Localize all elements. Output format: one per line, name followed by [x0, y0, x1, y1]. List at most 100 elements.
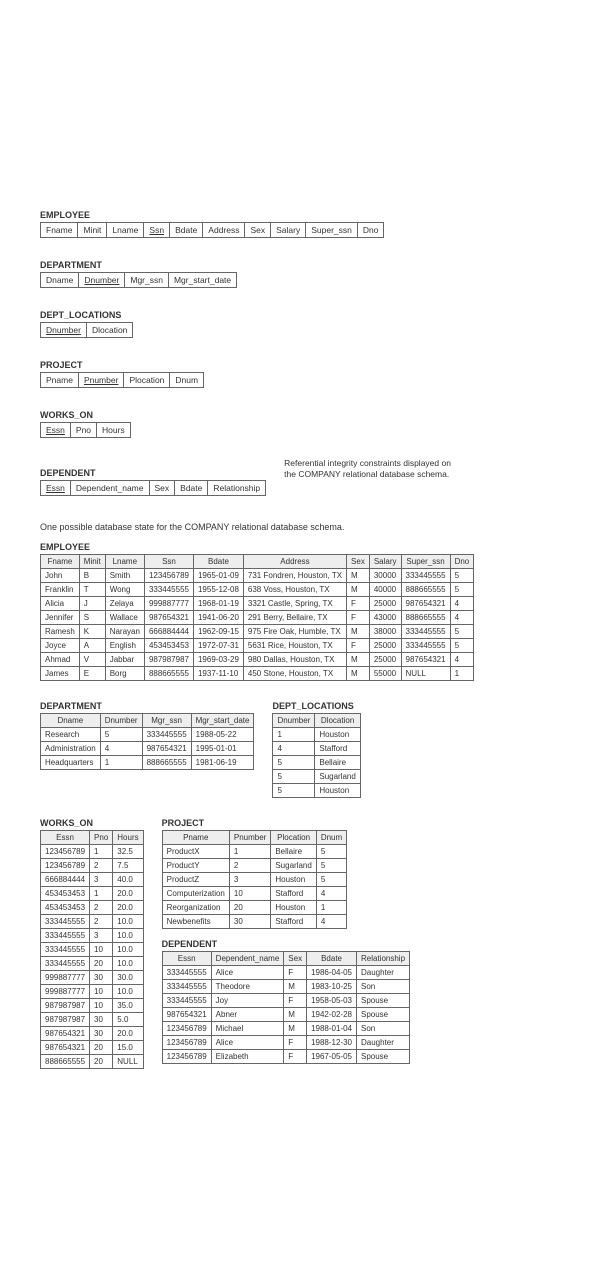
- table-row: 123456789132.5: [41, 845, 144, 859]
- data-title: PROJECT: [162, 818, 410, 828]
- col-header: Fname: [41, 555, 80, 569]
- schema-table: EssnPnoHours: [40, 422, 131, 438]
- arrow-marks: [40, 442, 551, 450]
- cell: 987987987: [144, 653, 193, 667]
- schema-col: Bdate: [175, 481, 208, 496]
- schema-title: DEPARTMENT: [40, 260, 551, 270]
- cell: Stafford: [271, 915, 316, 929]
- cell: 4: [316, 887, 346, 901]
- cell: 4: [450, 611, 474, 625]
- state-caption: One possible database state for the COMP…: [40, 522, 551, 532]
- cell: 333445555: [41, 943, 90, 957]
- table-row: 4Stafford: [273, 742, 360, 756]
- cell: 1988-01-04: [307, 1022, 357, 1036]
- table-row: ProductX1Bellaire5: [162, 845, 347, 859]
- schema-col: Plocation: [124, 373, 170, 388]
- cell: 20: [90, 957, 113, 971]
- cell: 20: [90, 1041, 113, 1055]
- schema-col: Minit: [78, 223, 107, 238]
- cell: Alicia: [41, 597, 80, 611]
- cell: 5: [450, 583, 474, 597]
- cell: 453453453: [144, 639, 193, 653]
- cell: 5: [273, 784, 315, 798]
- table-row: 333445555JoyF1958-05-03Spouse: [162, 994, 409, 1008]
- cell: 731 Fondren, Houston, TX: [243, 569, 346, 583]
- cell: F: [347, 597, 370, 611]
- cell: Headquarters: [41, 756, 101, 770]
- cell: 25000: [369, 597, 401, 611]
- cell: ProductX: [162, 845, 229, 859]
- schema-col: Mgr_ssn: [125, 273, 169, 288]
- table-row: 9876543213020.0: [41, 1027, 144, 1041]
- col-header: Relationship: [357, 952, 410, 966]
- cell: 20.0: [113, 1027, 143, 1041]
- cell: Stafford: [315, 742, 360, 756]
- table-row: 987654321AbnerM1942-02-28Spouse: [162, 1008, 409, 1022]
- table-row: 333445555TheodoreM1983-10-25Son: [162, 980, 409, 994]
- cell: Houston: [271, 901, 316, 915]
- data-table: EssnDependent_nameSexBdateRelationship33…: [162, 951, 410, 1064]
- data-title: DEPENDENT: [162, 939, 410, 949]
- cell: 123456789: [162, 1050, 211, 1064]
- data-table: DnumberDlocation1Houston4Stafford5Bellai…: [272, 713, 360, 798]
- data-block: DEPARTMENTDnameDnumberMgr_ssnMgr_start_d…: [40, 701, 254, 770]
- col-header: Dname: [41, 714, 101, 728]
- col-header: Minit: [79, 555, 105, 569]
- cell: F: [284, 1050, 307, 1064]
- cell: Narayan: [105, 625, 144, 639]
- cell: A: [79, 639, 105, 653]
- cell: 30: [229, 915, 270, 929]
- cell: 5: [450, 625, 474, 639]
- schema-col: Hours: [97, 423, 131, 438]
- cell: M: [347, 653, 370, 667]
- table-row: 3334455552010.0: [41, 957, 144, 971]
- cell: 666884444: [41, 873, 90, 887]
- schema-col: Sex: [245, 223, 271, 238]
- cell: James: [41, 667, 80, 681]
- table-row: Newbenefits30Stafford4: [162, 915, 347, 929]
- cell: Spouse: [357, 1050, 410, 1064]
- cell: 1968-01-19: [193, 597, 243, 611]
- cell: Wallace: [105, 611, 144, 625]
- cell: 5: [450, 569, 474, 583]
- col-header: Pname: [162, 831, 229, 845]
- col-header: Dependent_name: [211, 952, 284, 966]
- table-row: 453453453220.0: [41, 901, 144, 915]
- cell: 1958-05-03: [307, 994, 357, 1008]
- schema-col: Pname: [41, 373, 79, 388]
- cell: 333445555: [41, 929, 90, 943]
- table-row: 987987987305.0: [41, 1013, 144, 1027]
- cell: M: [284, 980, 307, 994]
- cell: NULL: [113, 1055, 143, 1069]
- schema-table: PnamePnumberPlocationDnum: [40, 372, 204, 388]
- cell: 1955-12-08: [193, 583, 243, 597]
- table-row: 12345678927.5: [41, 859, 144, 873]
- arrow-marks: [40, 342, 551, 350]
- cell: 1: [316, 901, 346, 915]
- cell: 2: [90, 859, 113, 873]
- cell: 987654321: [41, 1027, 90, 1041]
- cell: Alice: [211, 1036, 284, 1050]
- cell: 291 Berry, Bellaire, TX: [243, 611, 346, 625]
- schema-title: DEPENDENT: [40, 468, 266, 478]
- schema-title: PROJECT: [40, 360, 551, 370]
- data-title: DEPARTMENT: [40, 701, 254, 711]
- cell: 20: [90, 1055, 113, 1069]
- cell: 1: [100, 756, 142, 770]
- schema-block: PROJECT PnamePnumberPlocationDnum: [40, 360, 551, 400]
- schema-col: Dnum: [170, 373, 204, 388]
- schema-table: DnumberDlocation: [40, 322, 133, 338]
- cell: 4: [316, 915, 346, 929]
- cell: NULL: [401, 667, 450, 681]
- table-row: 3334455551010.0: [41, 943, 144, 957]
- schema-block: DEPARTMENTDnameDnumberMgr_ssnMgr_start_d…: [40, 260, 551, 300]
- cell: M: [284, 1022, 307, 1036]
- cell: 1981-06-19: [191, 756, 254, 770]
- table-row: JoyceAEnglish4534534531972-07-315631 Ric…: [41, 639, 474, 653]
- cell: M: [347, 625, 370, 639]
- col-header: Sex: [284, 952, 307, 966]
- table-row: FranklinTWong3334455551955-12-08638 Voss…: [41, 583, 474, 597]
- schema-col: Bdate: [170, 223, 203, 238]
- schema-block: DEPENDENTEssnDependent_nameSexBdateRelat…: [40, 468, 266, 508]
- cell: K: [79, 625, 105, 639]
